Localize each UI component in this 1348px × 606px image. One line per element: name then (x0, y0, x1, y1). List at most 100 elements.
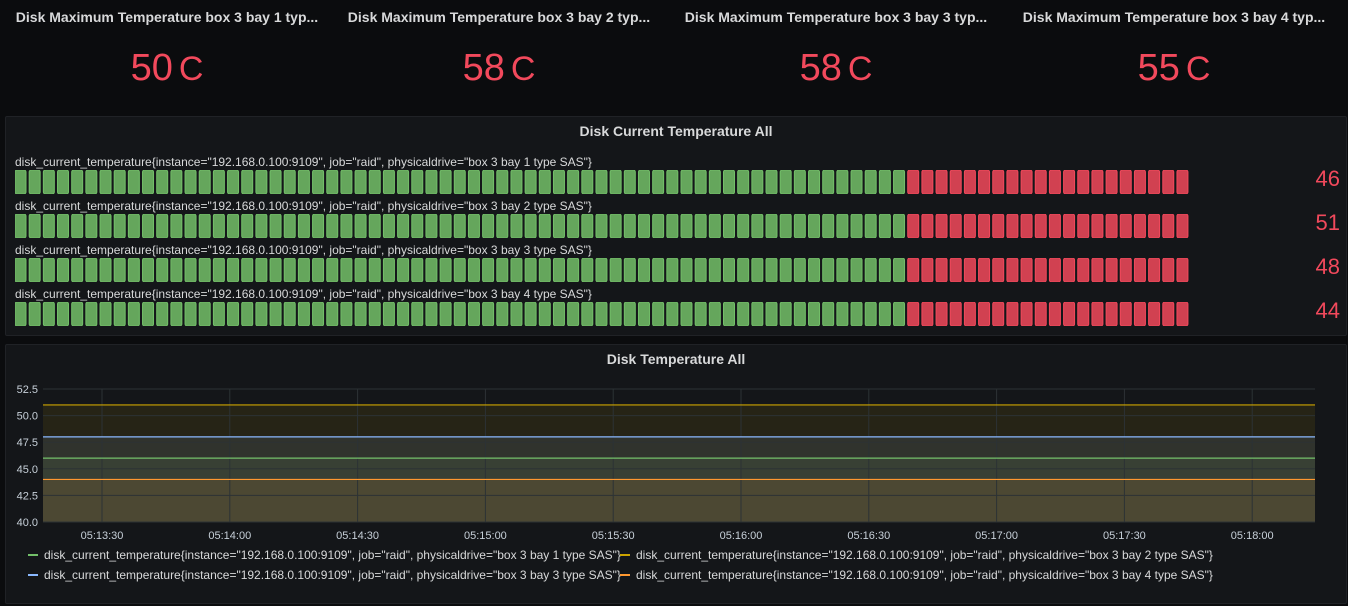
gauge-segment (822, 170, 835, 194)
gauge-segment (552, 258, 565, 282)
stat-title[interactable]: Disk Maximum Temperature box 3 bay 1 typ… (15, 9, 319, 25)
gauge-segment (1133, 258, 1146, 282)
gauge-segment (907, 170, 920, 194)
gauge-segment (708, 258, 721, 282)
stat-panel-bay-4[interactable]: Disk Maximum Temperature box 3 bay 4 typ… (1012, 0, 1336, 108)
gauge-segment (411, 214, 424, 238)
gauge-segment (836, 170, 849, 194)
gauge-segment (1077, 170, 1090, 194)
gauge-segment (524, 258, 537, 282)
stat-number: 50 (130, 47, 173, 89)
gauge-segment (978, 258, 991, 282)
gauge-segment (992, 170, 1005, 194)
gauge-bar (15, 258, 1189, 282)
gauge-segment (453, 214, 466, 238)
gauge-segment (283, 302, 296, 326)
gauge-panel[interactable]: Disk Current Temperature All disk_curren… (5, 116, 1347, 336)
gauge-segment (57, 258, 70, 282)
gauge-segment (99, 258, 112, 282)
gauge-segment (439, 258, 452, 282)
gauge-segment (1148, 258, 1161, 282)
panel-title[interactable]: Disk Current Temperature All (579, 123, 773, 139)
stat-value: 58 C (337, 45, 661, 92)
stat-title[interactable]: Disk Maximum Temperature box 3 bay 2 typ… (347, 9, 651, 25)
gauge-segment (765, 258, 778, 282)
gauge-segment (893, 214, 906, 238)
gauge-segment (184, 302, 197, 326)
gauge-segment (170, 170, 183, 194)
gauge-segment (808, 214, 821, 238)
gauge-segment (1105, 170, 1118, 194)
gauge-segment (411, 258, 424, 282)
gauge-segment (15, 214, 27, 238)
legend-item-bay-1[interactable]: disk_current_temperature{instance="192.1… (28, 548, 621, 562)
gauge-segment (836, 302, 849, 326)
gauge-segment (567, 170, 580, 194)
gauge-segment (581, 170, 594, 194)
gauge-segment (127, 170, 140, 194)
gauge-segment (142, 258, 155, 282)
gauge-segment (170, 214, 183, 238)
gauge-segment (28, 214, 41, 238)
gauge-segment (439, 302, 452, 326)
gauge-segment (779, 214, 792, 238)
gauge-segment (1020, 302, 1033, 326)
gauge-row-bay-3: disk_current_temperature{instance="192.1… (15, 243, 1340, 285)
gauge-segment (1105, 302, 1118, 326)
gauge-label: disk_current_temperature{instance="192.1… (15, 243, 592, 257)
gauge-segment (949, 214, 962, 238)
gauge-segment (425, 258, 438, 282)
legend-swatch (620, 573, 630, 576)
gauge-segment (1006, 214, 1019, 238)
gauge-segment (538, 258, 551, 282)
gauge-segment (170, 302, 183, 326)
stat-title[interactable]: Disk Maximum Temperature box 3 bay 3 typ… (684, 9, 988, 25)
gauge-segment (552, 170, 565, 194)
gauge-segment (581, 214, 594, 238)
stat-panel-bay-2[interactable]: Disk Maximum Temperature box 3 bay 2 typ… (337, 0, 661, 108)
gauge-segment (1091, 302, 1104, 326)
stat-value: 50 C (10, 45, 324, 92)
gauge-segment (312, 258, 325, 282)
legend-item-bay-4[interactable]: disk_current_temperature{instance="192.1… (620, 568, 1213, 582)
gauge-segment (312, 302, 325, 326)
gauge-segment (963, 214, 976, 238)
gauge-segment (1006, 302, 1019, 326)
gauge-segment (992, 214, 1005, 238)
gauge-segment (524, 302, 537, 326)
panel-title[interactable]: Disk Temperature All (606, 351, 746, 367)
gauge-segment (85, 258, 98, 282)
gauge-segment (538, 170, 551, 194)
gauge-segment (28, 258, 41, 282)
stat-title[interactable]: Disk Maximum Temperature box 3 bay 4 typ… (1022, 9, 1326, 25)
gauge-segment (793, 302, 806, 326)
legend-item-bay-3[interactable]: disk_current_temperature{instance="192.1… (28, 568, 621, 582)
legend-item-bay-2[interactable]: disk_current_temperature{instance="192.1… (620, 548, 1213, 562)
gauge-segment (269, 170, 282, 194)
graph-panel[interactable]: Disk Temperature All (5, 344, 1347, 604)
gauge-segment (326, 258, 339, 282)
gauge-segment (708, 302, 721, 326)
gauge-segment (255, 170, 268, 194)
gauge-segment (184, 170, 197, 194)
stat-panel-bay-3[interactable]: Disk Maximum Temperature box 3 bay 3 typ… (674, 0, 998, 108)
gauge-segment (921, 258, 934, 282)
gauge-segment (425, 170, 438, 194)
gauge-segment (595, 170, 608, 194)
gauge-segment (397, 170, 410, 194)
stat-number: 58 (462, 47, 505, 89)
gauge-segment (779, 258, 792, 282)
legend-label: disk_current_temperature{instance="192.1… (44, 548, 621, 562)
gauge-segment (878, 302, 891, 326)
gauge-segment (765, 170, 778, 194)
gauge-value: 46 (1315, 166, 1340, 191)
gauge-segment (142, 302, 155, 326)
stat-panel-bay-1[interactable]: Disk Maximum Temperature box 3 bay 1 typ… (0, 0, 324, 108)
gauge-segment (822, 214, 835, 238)
gauge-segment (467, 214, 480, 238)
gauge-segment (482, 214, 495, 238)
gauge-segment (538, 214, 551, 238)
gauge-segment (808, 258, 821, 282)
gauge-segment (609, 302, 622, 326)
gauge-segment (198, 214, 211, 238)
